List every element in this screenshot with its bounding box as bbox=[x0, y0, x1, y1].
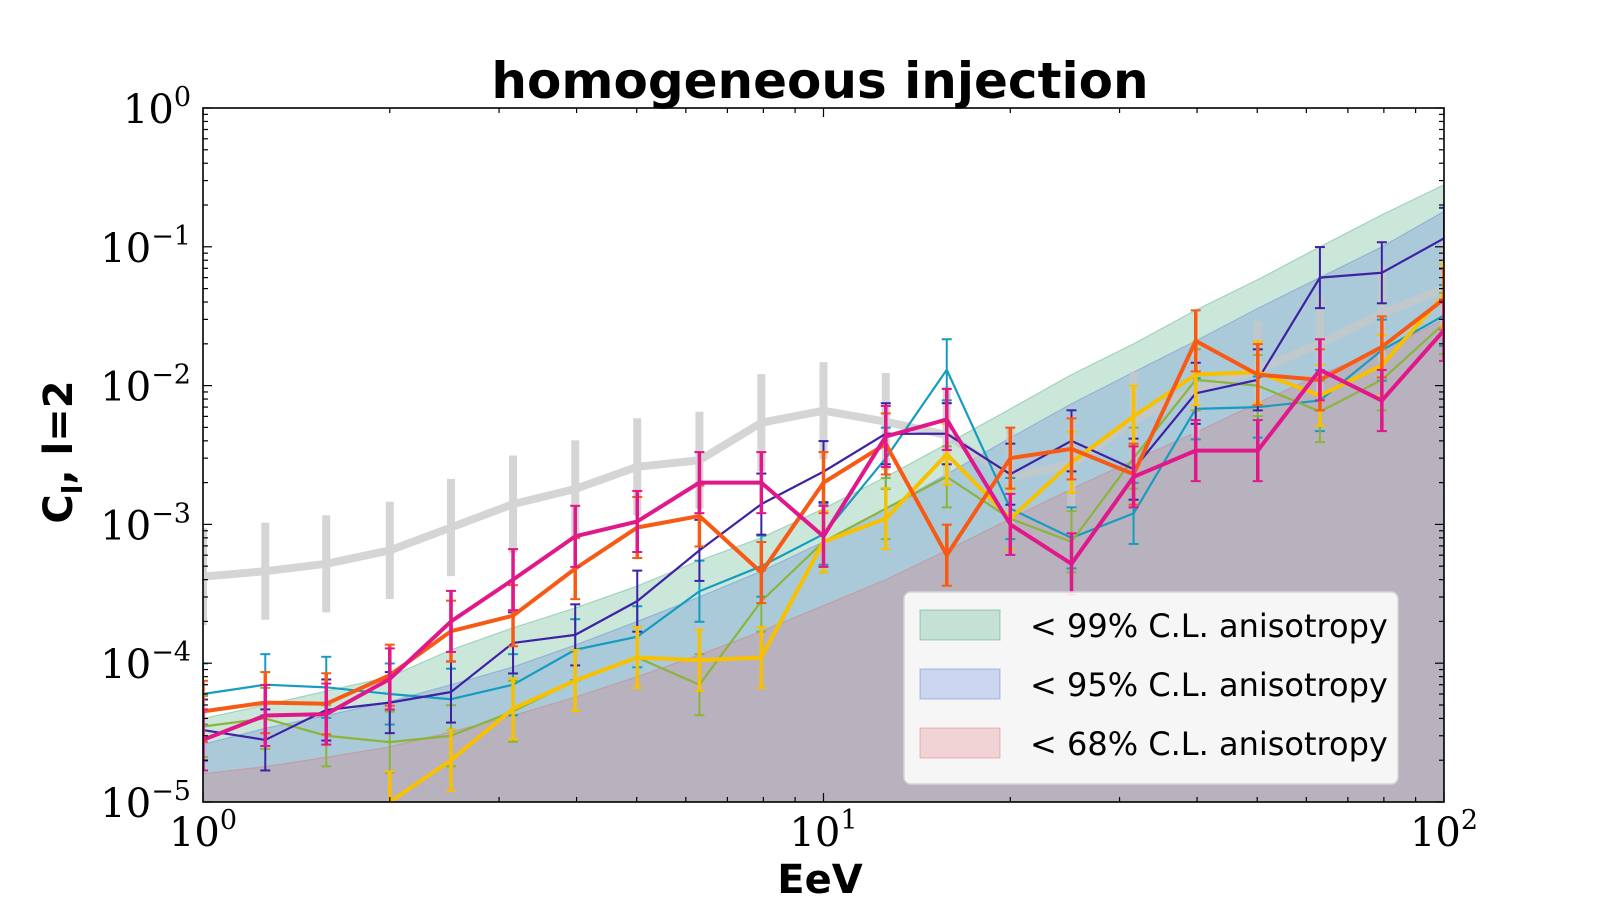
error-bar-yellow bbox=[508, 677, 519, 741]
legend-swatch bbox=[919, 609, 1001, 641]
x-tick-exponent: 2 bbox=[1461, 805, 1478, 836]
error-bar-magenta bbox=[1128, 445, 1139, 509]
y-tick-label: 100 bbox=[123, 82, 191, 133]
error-bar-indigo bbox=[1314, 246, 1325, 310]
y-tick-exponent: −2 bbox=[151, 360, 191, 391]
x-tick-exponent: 1 bbox=[840, 805, 857, 836]
error-bar-magenta bbox=[818, 504, 829, 568]
error-bar-yellow bbox=[384, 770, 395, 802]
legend-entry-95: < 95% C.L. anisotropy bbox=[919, 666, 1388, 704]
error-bar-olive bbox=[1439, 291, 1444, 356]
error-bar-orange bbox=[1190, 309, 1201, 373]
y-tick-base: 10 bbox=[100, 642, 151, 688]
error-bar-orange bbox=[756, 540, 767, 605]
error-bar-orange bbox=[1005, 426, 1016, 490]
error-bar-orange bbox=[1066, 417, 1077, 481]
chart-title: homogeneous injection bbox=[491, 52, 1148, 110]
y-tick-base: 10 bbox=[100, 365, 151, 411]
y-axis-label-main: C bbox=[36, 494, 82, 523]
x-tick-label: 101 bbox=[789, 805, 857, 856]
error-bar-magenta bbox=[203, 708, 208, 772]
legend: < 99% C.L. anisotropy < 95% C.L. anisotro… bbox=[903, 591, 1399, 785]
error-bar-cyan bbox=[1439, 283, 1444, 348]
error-bar-magenta bbox=[632, 489, 643, 553]
legend-frame bbox=[903, 591, 1399, 785]
y-axis-label: Cl, l=2 bbox=[36, 380, 89, 523]
y-tick-base: 10 bbox=[100, 226, 151, 272]
legend-label: < 99% C.L. anisotropy bbox=[1030, 607, 1388, 645]
x-tick-base: 10 bbox=[789, 810, 840, 856]
x-tick-label: 100 bbox=[169, 805, 237, 856]
y-tick-exponent: 0 bbox=[174, 82, 191, 113]
legend-label: < 68% C.L. anisotropy bbox=[1030, 725, 1388, 763]
error-bar-magenta bbox=[756, 451, 767, 515]
error-bar-magenta bbox=[445, 589, 456, 653]
svg-text:Cl, l=2: Cl, l=2 bbox=[36, 380, 89, 523]
error-bar-magenta bbox=[1439, 298, 1444, 362]
error-bar-magenta bbox=[1252, 419, 1263, 483]
y-tick-label: 10−1 bbox=[100, 221, 191, 272]
error-bar-magenta bbox=[260, 683, 271, 748]
x-tick-base: 10 bbox=[169, 810, 220, 856]
x-axis-label: EeV bbox=[777, 857, 862, 900]
legend-swatch bbox=[919, 668, 1001, 700]
y-tick-exponent: −3 bbox=[151, 498, 191, 529]
error-bar-magenta bbox=[694, 451, 705, 515]
error-bar-magenta bbox=[508, 548, 519, 612]
error-bar-orange bbox=[941, 523, 952, 587]
error-bar-yellow bbox=[756, 625, 767, 689]
error-bar-olive bbox=[203, 694, 208, 759]
error-bar-magenta bbox=[1005, 492, 1016, 556]
error-bar-yellow bbox=[570, 649, 581, 713]
legend-swatch bbox=[919, 727, 1001, 759]
y-tick-exponent: −5 bbox=[151, 776, 191, 807]
x-tick-base: 10 bbox=[1410, 810, 1461, 856]
series-magenta bbox=[203, 298, 1444, 772]
legend-label: < 95% C.L. anisotropy bbox=[1030, 666, 1388, 704]
y-axis-label-subscript: l bbox=[56, 485, 89, 495]
error-bar-yellow bbox=[694, 628, 705, 692]
y-tick-exponent: −1 bbox=[151, 221, 191, 252]
error-bar-yellow bbox=[1439, 263, 1444, 327]
y-tick-label: 10−4 bbox=[100, 637, 191, 688]
error-bar-yellow bbox=[880, 487, 891, 551]
error-bar-yellow bbox=[632, 625, 643, 689]
y-tick-base: 10 bbox=[123, 87, 174, 133]
x-tick-exponent: 0 bbox=[220, 805, 237, 836]
y-tick-base: 10 bbox=[100, 503, 151, 549]
error-bar-magenta bbox=[1376, 369, 1387, 433]
error-bar-yellow bbox=[445, 728, 456, 792]
y-axis-label-suffix: , l=2 bbox=[36, 380, 82, 484]
error-bar-magenta bbox=[1314, 338, 1325, 402]
error-bar-orange bbox=[1252, 343, 1263, 407]
y-tick-label: 10−5 bbox=[100, 776, 191, 827]
error-bar-magenta bbox=[384, 647, 395, 711]
axis-ticks bbox=[202, 107, 1445, 803]
error-bar-magenta bbox=[570, 504, 581, 568]
legend-entry-99: < 99% C.L. anisotropy bbox=[919, 607, 1388, 645]
y-tick-base: 10 bbox=[100, 781, 151, 827]
x-tick-label: 102 bbox=[1410, 805, 1478, 856]
y-tick-label: 10−2 bbox=[100, 360, 191, 411]
legend-entry-68: < 68% C.L. anisotropy bbox=[919, 725, 1388, 763]
error-bar-magenta bbox=[1190, 419, 1201, 483]
error-bar-orange bbox=[203, 679, 208, 743]
error-bar-magenta bbox=[941, 387, 952, 452]
y-tick-exponent: −4 bbox=[151, 637, 191, 668]
error-bar-indigo bbox=[1376, 241, 1387, 305]
error-bar-magenta bbox=[880, 404, 891, 469]
y-tick-label: 10−3 bbox=[100, 498, 191, 549]
error-bar-magenta bbox=[321, 682, 332, 746]
